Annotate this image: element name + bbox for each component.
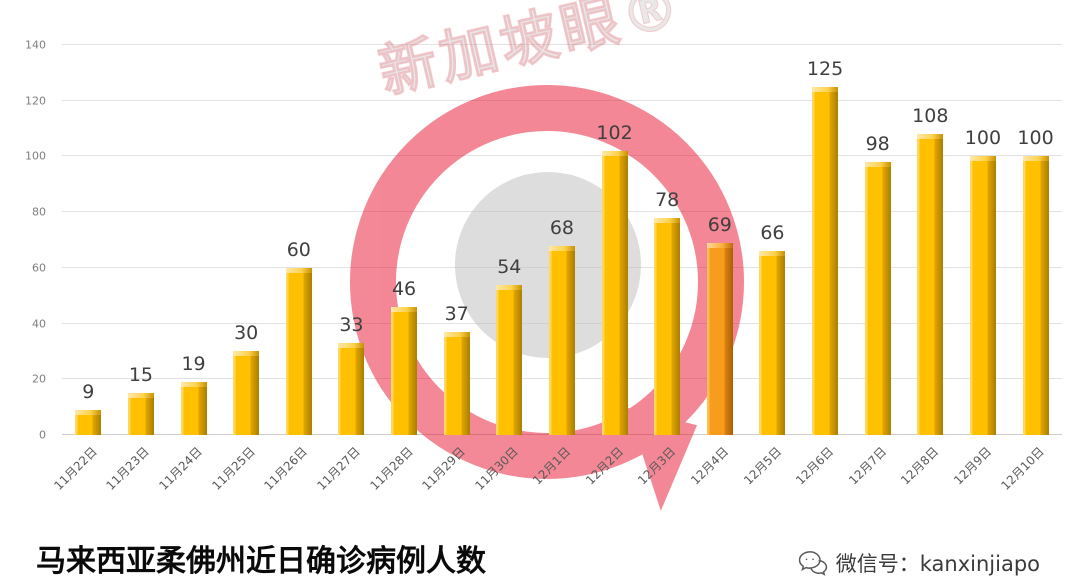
bar-column: 78 12月3日 [635,45,694,487]
x-axis-label: 11月26日 [261,444,311,493]
bar [864,162,891,435]
x-axis-label: 12月7日 [845,444,890,488]
x-axis-label: 12月3日 [635,444,679,488]
wechat-credit: 微信号：kanxinjiapo [798,548,1040,578]
wechat-label: 微信号：kanxinjiapo [835,552,1040,576]
x-axis-label: 11月22日 [51,444,100,493]
bar-column: 125 12月6日 [793,45,852,488]
bar-value-label: 9 [82,380,95,403]
bar [1022,156,1049,435]
bar-column: 54 11月30日 [472,45,536,493]
bar-value-label: 100 [1017,127,1054,150]
bar-column: 102 12月2日 [583,45,641,488]
wechat-icon [798,551,827,576]
x-axis-label: 12月1日 [530,444,574,488]
bar-column: 9 11月22日 [51,45,115,493]
bar-value-label: 125 [806,57,844,80]
bar-value-label: 37 [444,302,469,325]
plot-area: 9 11月22日 15 11月23日 19 11月24日 30 11月25日 60 11月26日 3… [51,44,1062,493]
x-axis-label: 11月23日 [103,444,153,493]
x-axis-label: 12月6日 [793,444,837,488]
bar-column: 60 11月26日 [262,45,326,493]
bar-column: 108 12月8日 [899,45,957,487]
bar-column: 68 12月1日 [530,45,589,487]
bar-column: 46 11月28日 [367,45,431,493]
gridline [62,44,1062,45]
x-axis-label: 12月8日 [898,444,942,488]
bar [812,86,839,435]
y-axis-label: 140 [25,38,46,52]
bar [548,245,575,435]
x-axis-label: 11月27日 [314,444,363,493]
bar-column: 30 11月25日 [209,45,273,493]
bar-value-label: 60 [286,238,311,261]
bar [654,217,681,435]
bar-column: 37 11月29日 [420,45,483,493]
y-axis-label: 80 [32,205,46,219]
x-axis-label: 11月24日 [156,444,205,493]
bar [759,251,786,435]
bar [706,242,733,435]
y-axis-label: 0 [39,428,46,442]
x-axis-label: 12月5日 [740,444,784,488]
bar-column: 33 11月27日 [314,45,378,493]
bar-column: 19 11月24日 [156,45,220,493]
bar-column: 15 11月23日 [104,45,168,493]
bar-value-label: 33 [339,314,364,337]
bar-value-label: 102 [596,121,633,144]
x-axis-label: 11月28日 [366,444,416,493]
bar [233,351,260,435]
bar [285,267,312,435]
x-axis-label: 11月29日 [419,444,469,493]
bar [75,409,102,435]
y-axis-label: 60 [32,261,46,275]
x-axis-label: 12月9日 [951,444,995,488]
bar-column: 98 12月7日 [846,45,904,487]
x-axis-label: 11月30日 [472,444,521,493]
x-axis-label: 12月4日 [688,444,732,488]
bar-value-label: 69 [707,213,732,236]
bar [496,284,523,435]
bar-value-label: 98 [865,133,890,155]
x-axis-label: 12月2日 [582,444,626,488]
bar-value-label: 78 [655,188,680,211]
y-axis-label: 100 [25,149,46,163]
bar-column: 100 12月10日 [998,45,1062,492]
bar-value-label: 15 [128,364,154,387]
bar-value-label: 100 [964,127,1002,150]
x-axis-label: 11月25日 [209,444,258,493]
bar [601,150,628,435]
bar [443,331,470,435]
bar [338,343,365,435]
y-axis: 0 20 40 60 80 100 120 140 [0,39,56,442]
bar [969,156,996,435]
bar-value-label: 66 [760,222,785,245]
bar [127,393,154,435]
y-axis-label: 40 [32,317,46,331]
x-axis-label: 12月10日 [998,444,1047,493]
y-axis-label: 120 [25,94,46,108]
bar-series: 9 11月22日 15 11月23日 19 11月24日 30 11月25日 60 11月26日 3… [51,45,1062,493]
bar [917,134,944,435]
chart-title: 马来西亚柔佛州近日确诊病例人数 [36,544,486,579]
bar-value-label: 54 [497,255,522,278]
gridline [62,155,1062,157]
bar-value-label: 68 [549,216,575,239]
bar-value-label: 108 [912,105,949,128]
bar-column: 100 12月9日 [951,45,1010,487]
bar [391,306,418,435]
bar [180,382,207,435]
bar-column: 66 12月5日 [741,45,799,487]
y-axis-label: 20 [32,372,46,386]
bar-column: 69 12月4日 [688,45,747,487]
bar-value-label: 46 [391,277,417,300]
bar-value-label: 30 [234,322,259,345]
bar-value-label: 19 [181,353,206,376]
